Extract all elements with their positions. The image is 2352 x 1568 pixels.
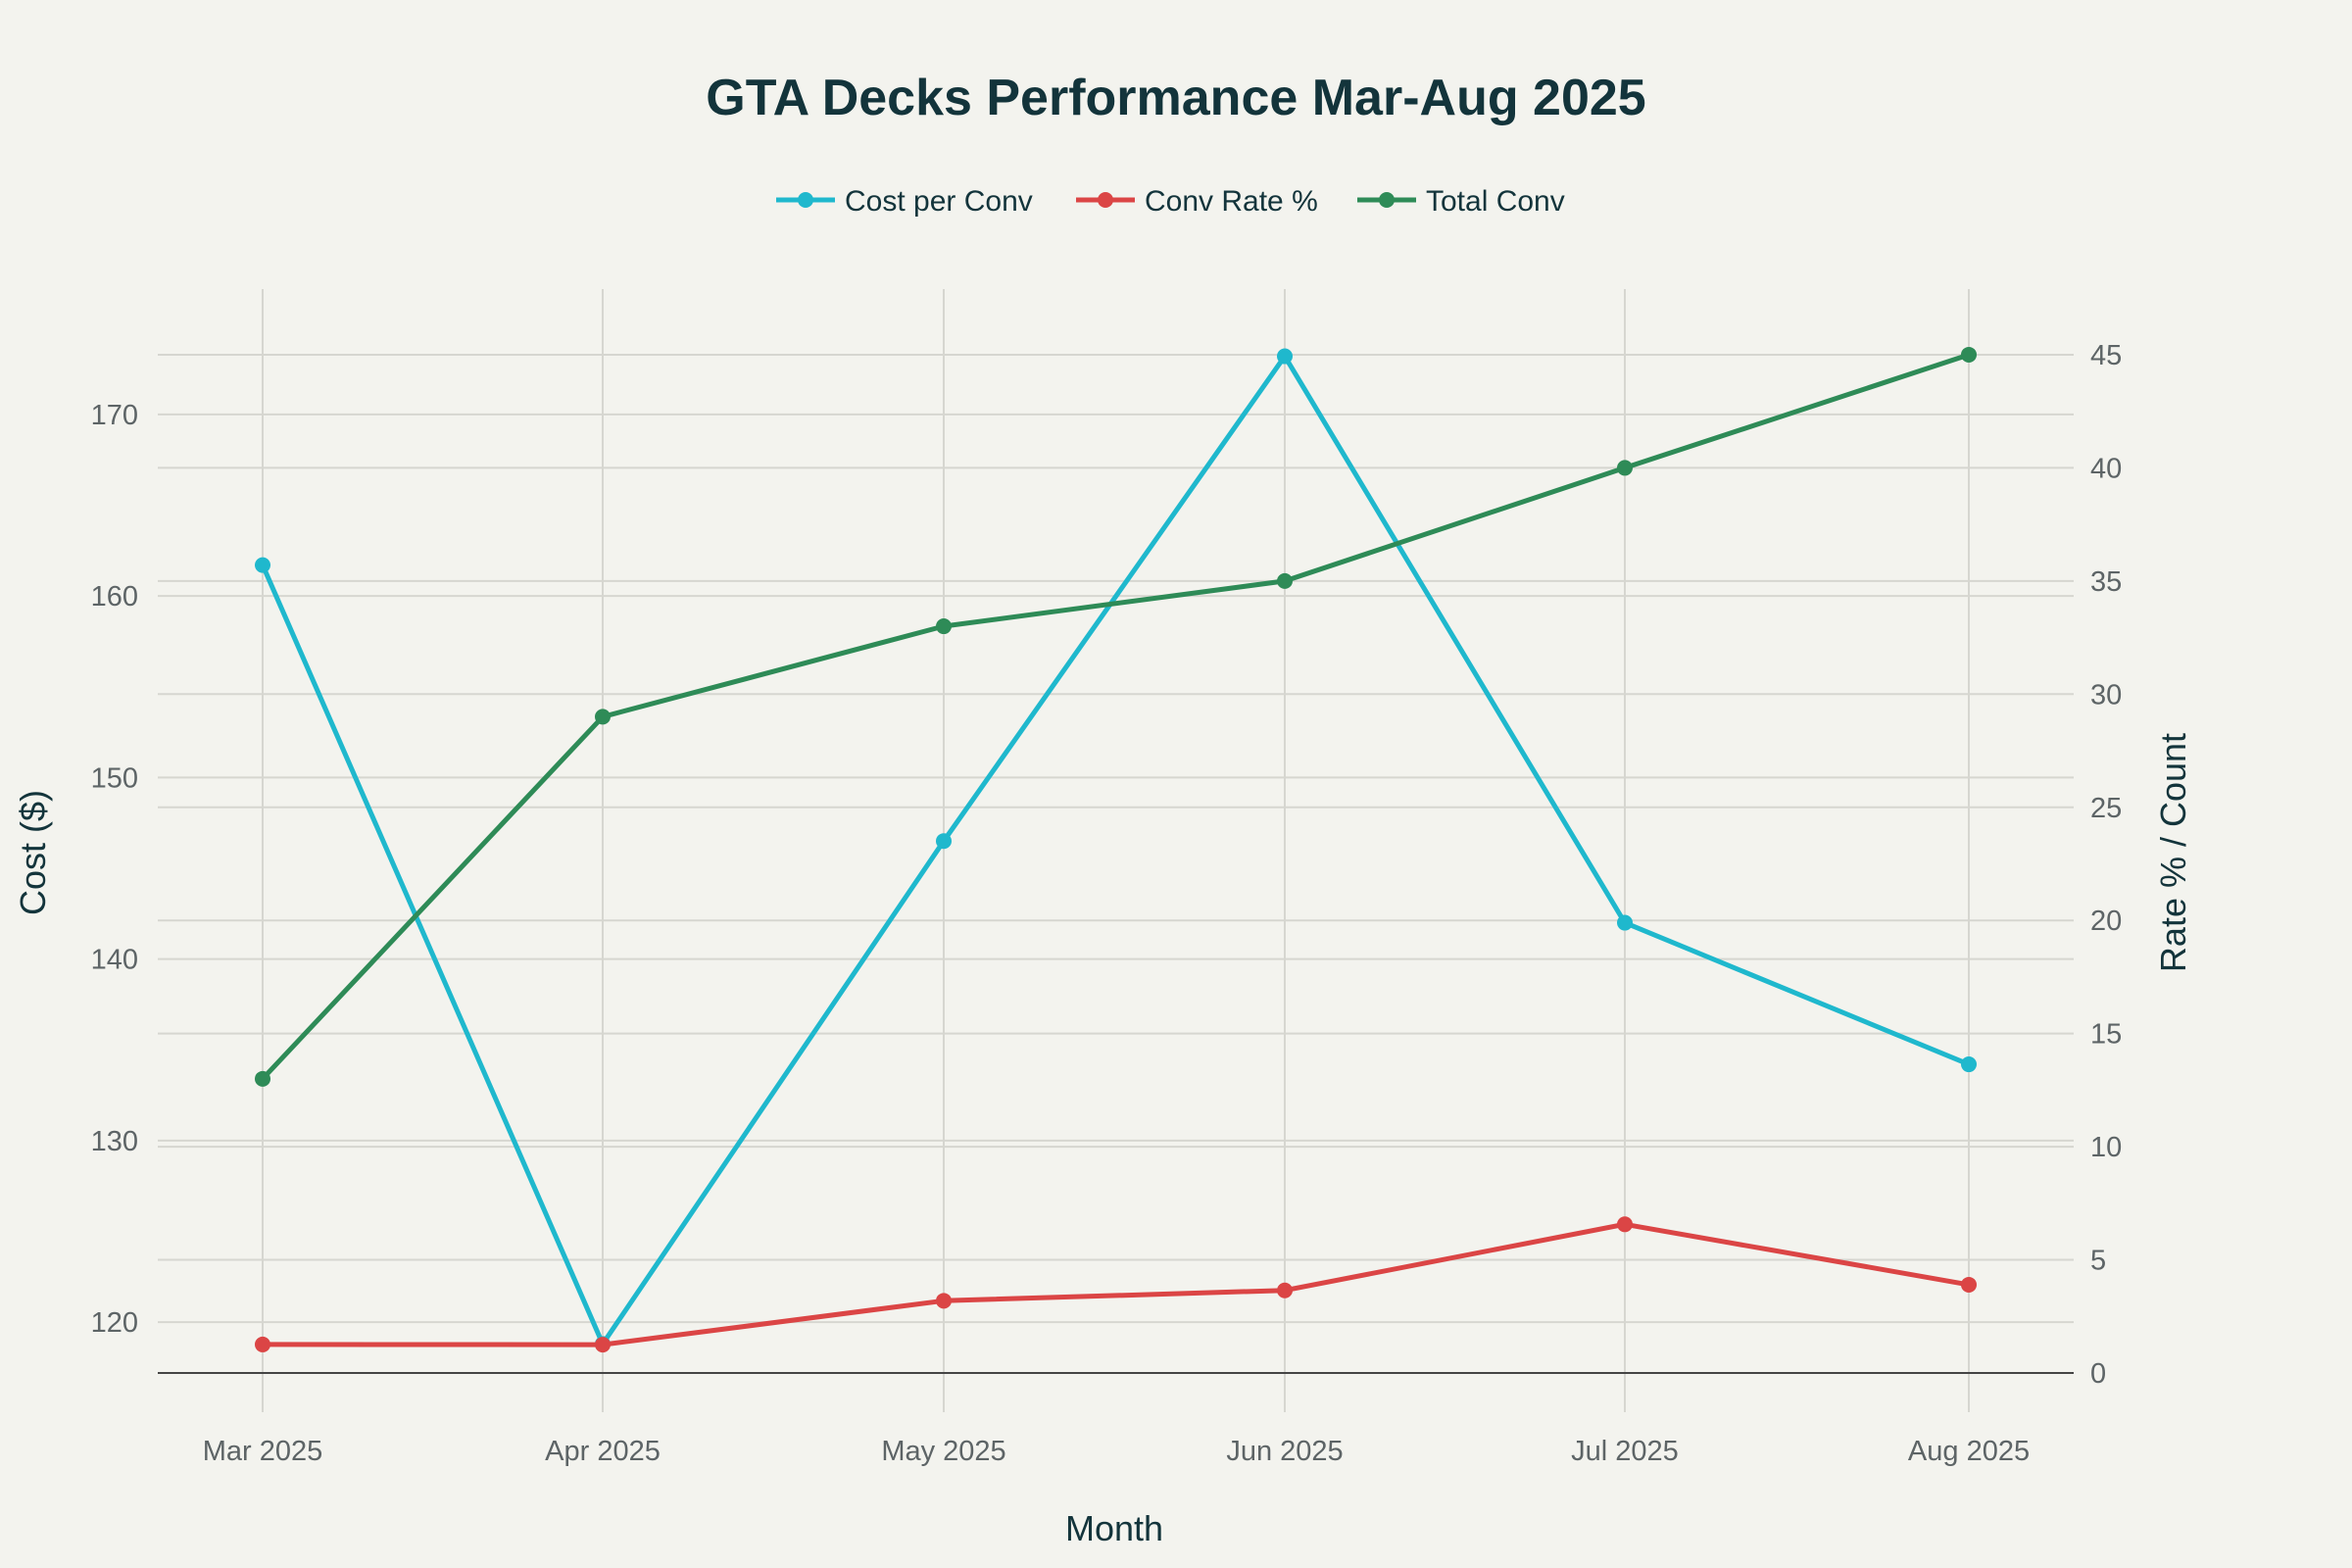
data-point (1277, 572, 1293, 589)
chart-title: GTA Decks Performance Mar-Aug 2025 (706, 70, 1645, 126)
series-line (262, 1221, 1970, 1348)
x-tick-label: Apr 2025 (545, 1436, 661, 1467)
data-point (1961, 1056, 1977, 1073)
y-axis-label: Cost ($) (13, 790, 53, 915)
legend-label: Cost per Conv (845, 185, 1033, 218)
data-point (1961, 346, 1977, 363)
y2-tick-label: 40 (2090, 453, 2122, 484)
y-tick-label: 170 (91, 400, 138, 431)
data-point (1277, 348, 1293, 365)
data-point (1961, 1276, 1977, 1293)
tick-labels: Mar 2025 Apr 2025 May 2025 Jun 2025 Jul 2025… (91, 340, 2123, 1467)
legend-label: Total Conv (1426, 185, 1565, 218)
y2-tick-label: 15 (2090, 1019, 2122, 1051)
y-tick-label: 140 (91, 945, 138, 976)
y2-tick-label: 5 (2090, 1246, 2106, 1277)
x-axis-label: Month (1065, 1508, 1163, 1548)
data-point (255, 1336, 270, 1352)
data-point (1617, 914, 1633, 931)
y-tick-label: 130 (91, 1126, 138, 1157)
x-tick-label: Jul 2025 (1571, 1436, 1679, 1467)
x-tick-label: Aug 2025 (1908, 1436, 2030, 1467)
y2-tick-label: 35 (2090, 566, 2122, 598)
legend-marker (1379, 192, 1395, 208)
x-tick-label: Jun 2025 (1226, 1436, 1343, 1467)
series-total-conv (255, 346, 1977, 1087)
x-tick-label: Mar 2025 (203, 1436, 323, 1467)
series-group (255, 346, 1977, 1353)
y2-tick-label: 30 (2090, 679, 2122, 710)
legend-item: Cost per Conv (776, 185, 1033, 218)
y2-tick-label: 10 (2090, 1132, 2122, 1163)
x-tick-label: May 2025 (881, 1436, 1005, 1467)
legend-item: Conv Rate % (1076, 185, 1318, 218)
series-line (260, 354, 1970, 1347)
legend-marker (1098, 192, 1113, 208)
y2-tick-label: 0 (2090, 1358, 2106, 1390)
y2-axis-label: Rate % / Count (2153, 733, 2193, 972)
series-line (261, 352, 1970, 1081)
data-point (936, 1293, 952, 1309)
legend-item: Total Conv (1357, 185, 1565, 218)
data-point (595, 1337, 611, 1353)
data-point (255, 1070, 270, 1087)
y2-tick-label: 20 (2090, 906, 2122, 937)
data-point (1277, 1282, 1293, 1298)
data-point (1617, 1216, 1633, 1233)
y2-tick-label: 25 (2090, 793, 2122, 824)
y-tick-label: 150 (91, 762, 138, 794)
y-tick-label: 160 (91, 581, 138, 612)
grid (158, 289, 2074, 1412)
data-point (1617, 460, 1633, 476)
legend: Cost per Conv Conv Rate % Total Conv (776, 185, 1565, 218)
data-point (936, 618, 952, 635)
legend-marker (798, 192, 813, 208)
data-point (936, 833, 952, 850)
data-point (595, 709, 611, 725)
series-conv-rate- (255, 1216, 1977, 1353)
data-point (255, 557, 270, 573)
legend-label: Conv Rate % (1145, 185, 1318, 218)
y2-tick-label: 45 (2090, 340, 2122, 371)
y-tick-label: 120 (91, 1307, 138, 1339)
